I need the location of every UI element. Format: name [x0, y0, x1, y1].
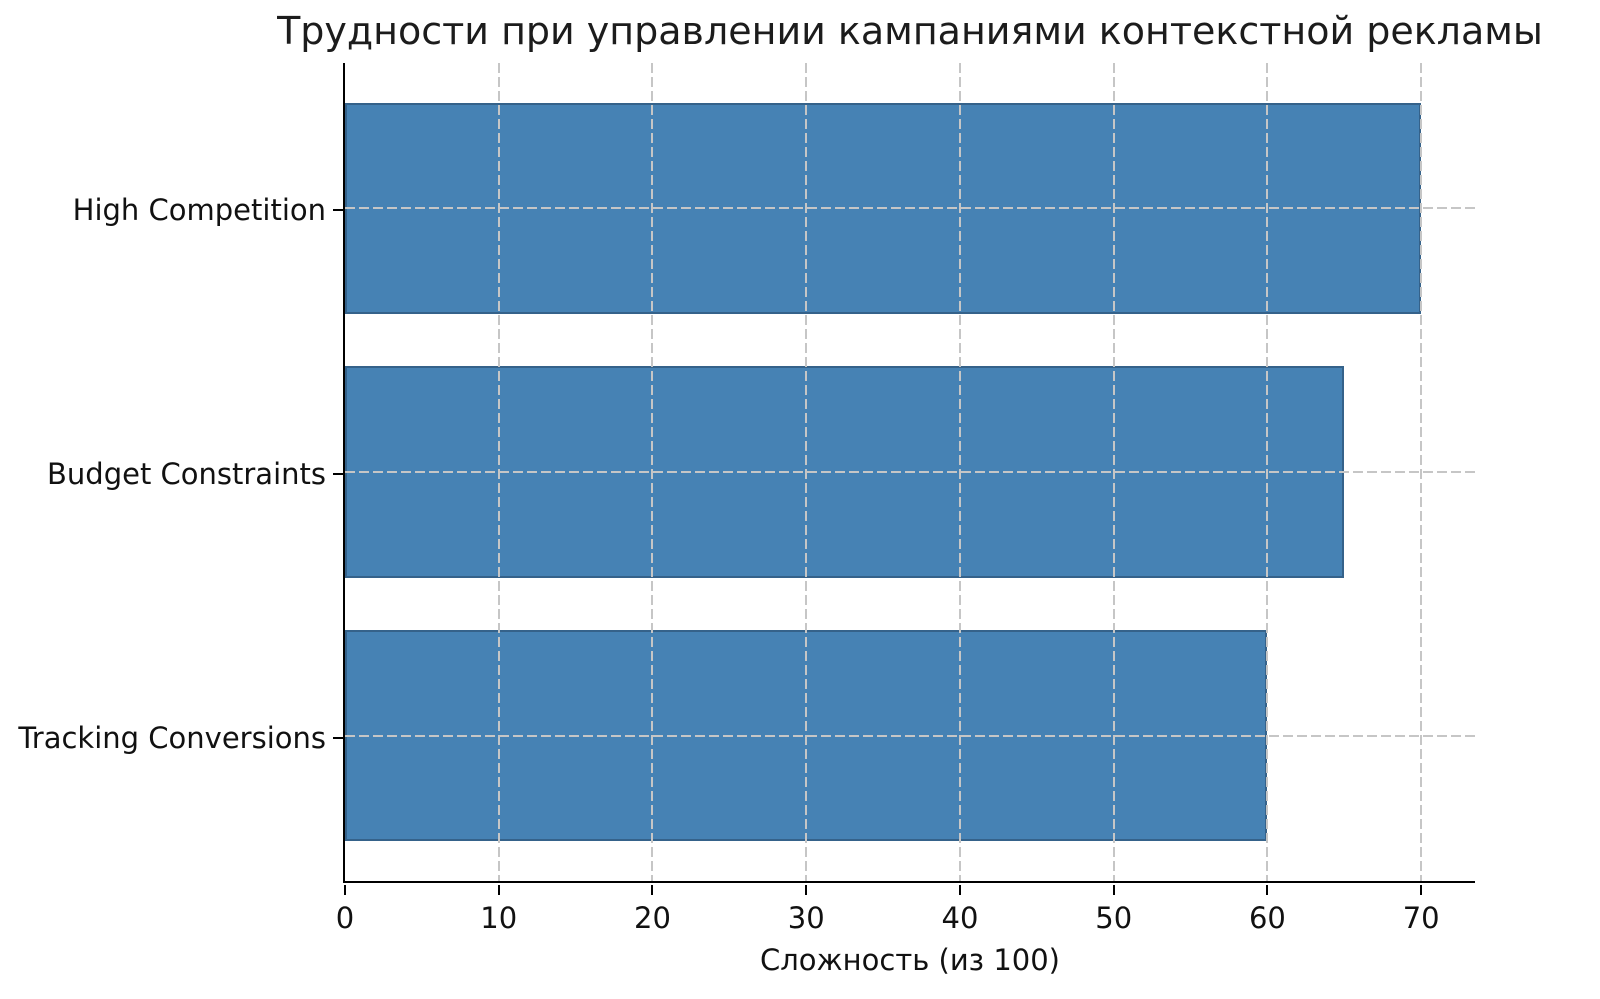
h-gridline-high-competition — [345, 207, 1475, 210]
v-gridline-30 — [805, 63, 808, 881]
v-gridline-70 — [1420, 63, 1423, 881]
v-gridline-50 — [1112, 63, 1115, 881]
y-tick-label-high-competition: High Competition — [72, 193, 326, 228]
v-gridline-60 — [1266, 63, 1269, 881]
h-gridline-tracking-conversions — [345, 734, 1475, 737]
x-tick-label-60: 60 — [1248, 901, 1286, 935]
x-tick-mark-70 — [1420, 885, 1423, 895]
x-tick-label-30: 30 — [787, 901, 825, 935]
x-tick-label-70: 70 — [1402, 901, 1440, 935]
x-tick-label-0: 0 — [335, 901, 355, 935]
v-gridline-10 — [497, 63, 500, 881]
v-gridline-20 — [651, 63, 654, 881]
y-tick-label-budget-constraints: Budget Constraints — [47, 457, 326, 491]
x-tick-mark-50 — [1112, 885, 1115, 895]
x-tick-label-10: 10 — [480, 901, 518, 935]
y-tick-mark-tracking-conversions — [333, 736, 343, 739]
x-tick-mark-60 — [1266, 885, 1269, 895]
x-tick-mark-30 — [805, 885, 808, 895]
x-tick-label-20: 20 — [634, 901, 671, 935]
y-tick-mark-high-competition — [333, 209, 343, 212]
x-tick-mark-0 — [344, 885, 346, 895]
h-gridline-budget-constraints — [345, 471, 1475, 473]
x-axis-label: Сложность (из 100) — [760, 943, 1060, 977]
v-gridline-40 — [958, 63, 961, 881]
x-tick-label-50: 50 — [1095, 901, 1133, 935]
x-tick-label-40: 40 — [941, 901, 979, 935]
x-tick-mark-20 — [651, 885, 654, 895]
y-tick-mark-budget-constraints — [333, 473, 343, 475]
plot-area — [343, 63, 1475, 883]
x-tick-mark-10 — [497, 885, 500, 895]
y-tick-label-tracking-conversions: Tracking Conversions — [18, 720, 326, 755]
chart-title: Трудности при управлении кампаниями конт… — [277, 9, 1543, 53]
x-tick-mark-40 — [958, 885, 961, 895]
